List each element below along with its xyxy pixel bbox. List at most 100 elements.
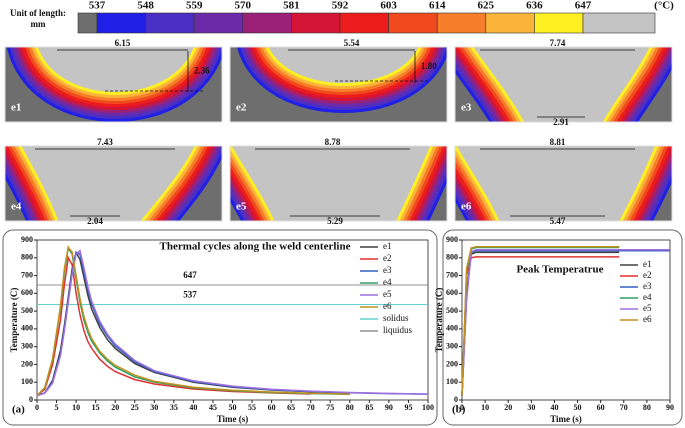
series-line <box>36 255 311 397</box>
reference-label: 647 <box>183 270 197 280</box>
colorbar-tick-label: 559 <box>186 0 203 12</box>
chart-title: Thermal cycles along the weld centerline <box>160 241 351 253</box>
x-tick-label: 100 <box>422 403 434 412</box>
colorbar-segment <box>77 12 98 34</box>
dimension-label: 2.91 <box>553 117 569 127</box>
panel-border <box>229 46 448 123</box>
dimension-label: 2.04 <box>87 216 103 226</box>
unit-label: mm <box>31 19 46 29</box>
weld-panel: e6 8.81 5.47 <box>454 137 673 226</box>
colorbar-segment <box>485 12 535 34</box>
legend-label: solidus <box>383 313 409 323</box>
weld-pool <box>231 146 431 221</box>
x-tick-label: 25 <box>131 403 139 412</box>
legend-label: e3 <box>643 281 652 291</box>
weld-pool <box>456 146 656 221</box>
weld-image <box>230 146 447 221</box>
x-tick-label: 80 <box>346 403 354 412</box>
colorbar-unit: (°C) <box>654 0 674 12</box>
colorbar-tick-label: 614 <box>429 0 446 12</box>
panel-a-frame <box>2 229 438 426</box>
y-axis-label: Temperature (C) <box>9 288 19 353</box>
dimension-label: 8.81 <box>550 137 566 147</box>
unit-label: Unit of length: <box>10 8 66 18</box>
x-tick-label: 0 <box>35 403 39 412</box>
legend-label: e2 <box>383 253 392 263</box>
colorbar-segment <box>242 12 292 34</box>
panel-border <box>229 145 448 222</box>
legend-label: e5 <box>383 289 392 299</box>
plot-area <box>461 239 671 401</box>
x-tick-label: 50 <box>229 403 237 412</box>
y-tick-label: 400 <box>21 324 33 333</box>
weld-pool <box>473 47 650 122</box>
y-tick-label: 200 <box>21 359 33 368</box>
y-tick-label: 600 <box>21 288 33 297</box>
y-tick-label: 500 <box>446 306 458 315</box>
colorbar-segment <box>193 12 244 34</box>
x-tick-label: 70 <box>307 403 315 412</box>
series-line <box>461 249 670 396</box>
dimension-label: 7.43 <box>97 137 113 147</box>
colorbar-tick-label: 592 <box>332 0 349 12</box>
dimension-label: 2.36 <box>194 66 210 76</box>
dimension-label: 7.74 <box>550 38 566 48</box>
x-tick-label: 90 <box>666 403 674 412</box>
colorbar-tick-label: 581 <box>283 0 300 12</box>
x-tick-label: 10 <box>72 403 80 412</box>
x-tick-label: 90 <box>385 403 393 412</box>
colorbar-tick-label: 625 <box>478 0 495 12</box>
x-tick-label: 10 <box>481 403 489 412</box>
dimension-label: 5.29 <box>327 216 343 226</box>
weld-image <box>230 47 447 122</box>
panel-label: (a) <box>12 404 25 416</box>
colorbar-segment <box>96 12 146 34</box>
legend-label: e4 <box>383 277 392 287</box>
y-tick-label: 900 <box>21 235 33 244</box>
x-tick-label: 0 <box>460 403 464 412</box>
legend-label: e2 <box>643 270 652 280</box>
x-tick-label: 70 <box>620 403 628 412</box>
colorbar-segment <box>582 12 656 34</box>
legend-label: e1 <box>383 241 392 251</box>
legend-label: e1 <box>643 259 652 269</box>
legend-label: e4 <box>643 292 652 302</box>
dimension-label: 5.54 <box>344 38 360 48</box>
y-tick-label: 300 <box>446 341 458 350</box>
weld-pool <box>37 47 194 92</box>
x-tick-label: 35 <box>170 403 178 412</box>
colorbar-tick-label: 570 <box>235 0 252 12</box>
x-tick-label: 30 <box>150 403 158 412</box>
weld-pool <box>21 146 195 221</box>
x-tick-label: 50 <box>574 403 582 412</box>
x-tick-label: 20 <box>111 403 119 412</box>
y-tick-label: 500 <box>21 306 33 315</box>
y-tick-label: 100 <box>446 377 458 386</box>
y-tick-label: 0 <box>454 395 458 404</box>
dimension-label: 8.78 <box>325 137 341 147</box>
panel-border <box>4 145 223 222</box>
panel-border <box>4 46 223 123</box>
y-tick-label: 600 <box>446 288 458 297</box>
x-tick-label: 95 <box>404 403 412 412</box>
y-axis-label: Temperature (C) <box>434 288 444 353</box>
y-tick-label: 0 <box>29 395 33 404</box>
y-tick-label: 800 <box>446 253 458 262</box>
panel-border <box>454 46 673 123</box>
legend-label: liquidus <box>383 325 413 335</box>
x-tick-label: 60 <box>597 403 605 412</box>
chart-title: Peak Temperatrue <box>516 264 603 276</box>
x-tick-label: 30 <box>527 403 535 412</box>
colorbar-segment <box>534 12 584 34</box>
weld-panel: e1 6.15 2.36 <box>4 38 223 123</box>
colorbar-segment <box>436 12 487 34</box>
panel-label: e2 <box>236 102 247 114</box>
panel-label: e3 <box>461 102 472 114</box>
x-axis-label: Time (s) <box>550 414 582 424</box>
weld-panel: e3 7.74 2.91 <box>454 38 673 127</box>
colorbar-tick-label: 603 <box>380 0 397 12</box>
colorbar-segment <box>145 12 195 34</box>
legend-label: e6 <box>643 314 652 324</box>
x-axis-label: Time (s) <box>217 414 249 424</box>
